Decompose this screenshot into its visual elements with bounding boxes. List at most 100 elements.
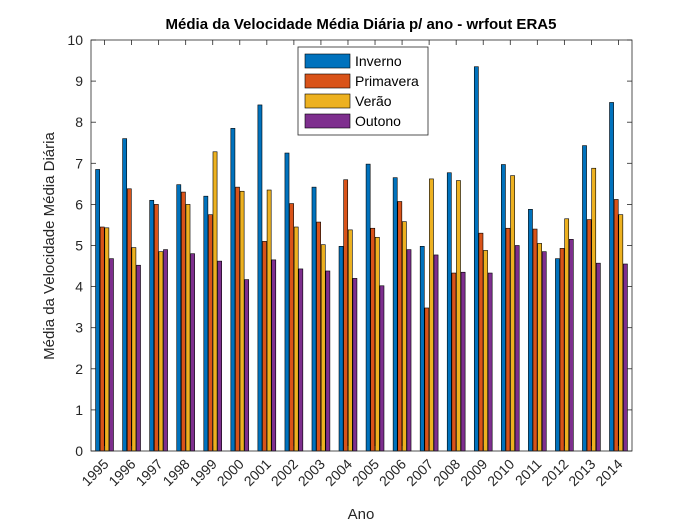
bar-outono-2000 bbox=[244, 279, 250, 452]
bar-verão-2005 bbox=[374, 236, 380, 452]
bar-outono-2009 bbox=[487, 272, 493, 452]
bar-inverno-2002 bbox=[284, 152, 290, 452]
bar-primavera-2013 bbox=[586, 219, 592, 452]
bar-inverno-1999 bbox=[203, 195, 209, 452]
bar-inverno-1997 bbox=[149, 199, 155, 452]
bar-verão-2006 bbox=[402, 221, 407, 452]
bar-outono-1996 bbox=[136, 264, 141, 452]
y-tick-label: 5 bbox=[75, 238, 83, 254]
legend-label-primavera: Primavera bbox=[355, 73, 419, 89]
bar-verão-2000 bbox=[239, 190, 245, 452]
bar-primavera-2014 bbox=[613, 199, 619, 452]
legend-swatch-inverno bbox=[304, 53, 351, 69]
bar-verão-1998 bbox=[185, 204, 191, 452]
y-tick-label: 9 bbox=[75, 73, 83, 89]
bar-outono-1998 bbox=[190, 253, 195, 452]
bar-primavera-2001 bbox=[262, 241, 267, 452]
bar-primavera-1997 bbox=[153, 204, 159, 452]
bar-verão-1996 bbox=[131, 247, 137, 452]
bar-primavera-2009 bbox=[478, 232, 484, 452]
bar-outono-2010 bbox=[514, 245, 520, 452]
bar-primavera-2008 bbox=[451, 272, 457, 452]
bar-inverno-2008 bbox=[446, 172, 452, 452]
bar-primavera-2002 bbox=[289, 203, 294, 452]
legend-swatch-primavera bbox=[304, 73, 351, 89]
bar-inverno-2014 bbox=[609, 102, 614, 452]
bar-inverno-2000 bbox=[230, 128, 236, 452]
y-tick-label: 4 bbox=[75, 279, 83, 295]
bar-verão-2001 bbox=[266, 189, 272, 452]
bar-primavera-2004 bbox=[343, 179, 349, 452]
bar-primavera-2010 bbox=[505, 227, 511, 452]
legend-label-verão: Verão bbox=[355, 93, 392, 109]
bar-primavera-2003 bbox=[316, 221, 321, 452]
bar-outono-2013 bbox=[595, 262, 601, 452]
bar-outono-2011 bbox=[541, 251, 547, 452]
bar-verão-1995 bbox=[104, 227, 110, 452]
y-tick-label: 6 bbox=[75, 196, 83, 212]
bar-verão-2002 bbox=[293, 226, 299, 452]
x-axis-label: Ano bbox=[348, 506, 375, 523]
bar-verão-2010 bbox=[510, 175, 515, 452]
bar-inverno-2007 bbox=[419, 246, 425, 452]
bar-inverno-2012 bbox=[555, 258, 560, 452]
bar-inverno-2005 bbox=[365, 163, 371, 452]
y-tick-label: 7 bbox=[75, 155, 83, 171]
bar-inverno-1996 bbox=[122, 138, 128, 452]
y-tick-label: 10 bbox=[67, 32, 83, 48]
bar-verão-2004 bbox=[347, 229, 353, 452]
bar-inverno-2013 bbox=[582, 145, 587, 452]
bar-outono-2014 bbox=[623, 263, 628, 452]
bar-outono-2001 bbox=[271, 259, 277, 452]
bar-outono-2005 bbox=[379, 285, 385, 452]
bar-verão-2011 bbox=[537, 243, 542, 452]
bar-inverno-2009 bbox=[473, 66, 479, 452]
bar-outono-1995 bbox=[109, 258, 114, 452]
bar-outono-1999 bbox=[217, 260, 222, 452]
bar-verão-2007 bbox=[429, 178, 434, 452]
bar-verão-2014 bbox=[618, 214, 624, 452]
bar-primavera-2011 bbox=[532, 228, 538, 452]
bar-inverno-2003 bbox=[311, 186, 317, 452]
bar-outono-2007 bbox=[433, 254, 439, 452]
bar-inverno-2006 bbox=[392, 177, 398, 452]
bar-verão-2009 bbox=[483, 250, 488, 452]
bar-verão-2003 bbox=[320, 244, 326, 452]
legend: Inverno Primavera Verão Outono bbox=[297, 46, 429, 136]
bar-inverno-2011 bbox=[528, 209, 533, 452]
bar-primavera-1999 bbox=[208, 214, 213, 452]
bar-outono-2008 bbox=[460, 271, 466, 452]
y-tick-label: 0 bbox=[75, 443, 83, 459]
bar-inverno-1998 bbox=[176, 184, 182, 452]
bar-outono-2012 bbox=[568, 239, 574, 452]
bar-verão-2012 bbox=[564, 218, 570, 452]
y-tick-label: 3 bbox=[75, 320, 83, 336]
bar-primavera-1996 bbox=[126, 188, 132, 452]
y-tick-label: 1 bbox=[75, 402, 83, 418]
bar-primavera-1998 bbox=[181, 191, 186, 452]
chart-title: Média da Velocidade Média Diária p/ ano … bbox=[166, 16, 557, 33]
bar-outono-2003 bbox=[325, 270, 331, 452]
bar-inverno-2001 bbox=[257, 104, 263, 452]
bar-verão-1999 bbox=[212, 151, 218, 452]
y-tick-label: 2 bbox=[75, 361, 83, 377]
legend-label-outono: Outono bbox=[355, 113, 401, 129]
bar-primavera-1995 bbox=[99, 226, 105, 452]
y-tick-label: 8 bbox=[75, 114, 83, 130]
bar-primavera-2007 bbox=[424, 307, 430, 452]
bar-primavera-2005 bbox=[370, 227, 376, 452]
y-axis-label: Média da Velocidade Média Diária bbox=[41, 132, 58, 360]
bar-inverno-2010 bbox=[501, 164, 506, 452]
bar-outono-1997 bbox=[163, 249, 168, 452]
legend-swatch-outono bbox=[304, 113, 351, 129]
bar-primavera-2012 bbox=[559, 248, 565, 452]
bar-primavera-2000 bbox=[235, 186, 240, 452]
bar-verão-2008 bbox=[456, 180, 461, 452]
bar-outono-2002 bbox=[298, 268, 304, 452]
bar-inverno-2004 bbox=[338, 246, 344, 452]
bar-outono-2006 bbox=[406, 249, 412, 452]
bar-inverno-1995 bbox=[95, 169, 100, 452]
bar-primavera-2006 bbox=[397, 201, 403, 452]
